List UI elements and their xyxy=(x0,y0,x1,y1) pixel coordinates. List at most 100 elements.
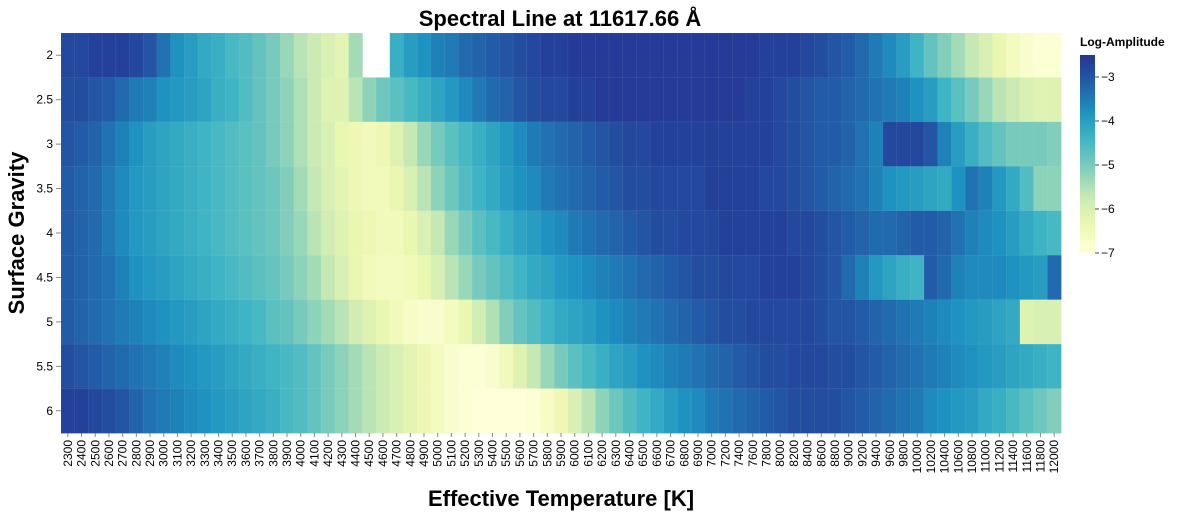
heatmap-cell[interactable] xyxy=(430,32,446,79)
heatmap-cell[interactable] xyxy=(690,77,706,123)
heatmap-cell[interactable] xyxy=(800,121,816,167)
heatmap-cell[interactable] xyxy=(348,388,364,434)
heatmap-cell[interactable] xyxy=(1019,166,1035,212)
heatmap-cell[interactable] xyxy=(978,32,994,79)
heatmap-cell[interactable] xyxy=(211,254,227,301)
heatmap-cell[interactable] xyxy=(595,210,610,256)
heatmap-cell[interactable] xyxy=(156,388,172,434)
heatmap-cell[interactable] xyxy=(622,121,637,167)
heatmap-cell[interactable] xyxy=(389,299,405,345)
heatmap-cell[interactable] xyxy=(416,343,432,390)
heatmap-cell[interactable] xyxy=(718,254,733,301)
heatmap-cell[interactable] xyxy=(827,77,843,123)
heatmap-cell[interactable] xyxy=(211,121,227,167)
heatmap-cell[interactable] xyxy=(718,210,733,256)
heatmap-cell[interactable] xyxy=(567,299,583,345)
heatmap-cell[interactable] xyxy=(512,32,528,79)
heatmap-cell[interactable] xyxy=(855,388,870,434)
heatmap-cell[interactable] xyxy=(129,121,144,167)
heatmap-cell[interactable] xyxy=(307,32,322,79)
heatmap-cell[interactable] xyxy=(225,166,240,212)
heatmap-cell[interactable] xyxy=(74,166,90,212)
heatmap-cell[interactable] xyxy=(841,388,857,434)
heatmap-cell[interactable] xyxy=(101,32,117,79)
heatmap-cell[interactable] xyxy=(937,210,953,256)
heatmap-cell[interactable] xyxy=(74,121,90,167)
heatmap-cell[interactable] xyxy=(567,343,583,390)
heatmap-cell[interactable] xyxy=(677,166,692,212)
heatmap-cell[interactable] xyxy=(855,299,870,345)
heatmap-cell[interactable] xyxy=(923,77,939,123)
heatmap-cell[interactable] xyxy=(1019,254,1035,301)
heatmap-cell[interactable] xyxy=(389,388,405,434)
heatmap-cell[interactable] xyxy=(156,299,172,345)
heatmap-cell[interactable] xyxy=(827,343,843,390)
heatmap-cell[interactable] xyxy=(389,343,405,390)
heatmap-cell[interactable] xyxy=(88,77,103,123)
heatmap-cell[interactable] xyxy=(992,210,1007,256)
heatmap-cell[interactable] xyxy=(129,343,144,390)
heatmap-cell[interactable] xyxy=(937,343,953,390)
heatmap-cell[interactable] xyxy=(512,343,528,390)
heatmap-cell[interactable] xyxy=(512,166,528,212)
heatmap-cell[interactable] xyxy=(129,254,144,301)
heatmap-cell[interactable] xyxy=(814,166,829,212)
heatmap-cell[interactable] xyxy=(184,254,199,301)
heatmap-cell[interactable] xyxy=(951,254,966,301)
heatmap-cell[interactable] xyxy=(608,299,624,345)
heatmap-cell[interactable] xyxy=(964,388,980,434)
heatmap-cell[interactable] xyxy=(266,77,281,123)
heatmap-cell[interactable] xyxy=(430,210,446,256)
heatmap-cell[interactable] xyxy=(636,343,651,390)
heatmap-cell[interactable] xyxy=(841,299,857,345)
heatmap-cell[interactable] xyxy=(197,299,213,345)
heatmap-cell[interactable] xyxy=(430,388,446,434)
heatmap-cell[interactable] xyxy=(1005,388,1021,434)
heatmap-cell[interactable] xyxy=(759,210,774,256)
heatmap-cell[interactable] xyxy=(184,343,199,390)
heatmap-cell[interactable] xyxy=(992,343,1007,390)
heatmap-cell[interactable] xyxy=(827,254,843,301)
heatmap-cell[interactable] xyxy=(636,166,651,212)
heatmap-cell[interactable] xyxy=(882,343,898,390)
heatmap-cell[interactable] xyxy=(731,77,747,123)
heatmap-cell[interactable] xyxy=(526,121,542,167)
heatmap-cell[interactable] xyxy=(170,254,185,301)
heatmap-cell[interactable] xyxy=(745,32,761,79)
heatmap-cell[interactable] xyxy=(485,343,501,390)
heatmap-cell[interactable] xyxy=(444,121,459,167)
heatmap-cell[interactable] xyxy=(266,121,281,167)
heatmap-cell[interactable] xyxy=(636,388,651,434)
heatmap-cell[interactable] xyxy=(526,210,542,256)
heatmap-cell[interactable] xyxy=(279,121,295,167)
heatmap-cell[interactable] xyxy=(951,388,966,434)
heatmap-cell[interactable] xyxy=(334,166,350,212)
heatmap-cell[interactable] xyxy=(773,388,788,434)
heatmap-cell[interactable] xyxy=(485,254,501,301)
heatmap-cell[interactable] xyxy=(1047,299,1062,345)
heatmap-cell[interactable] xyxy=(581,388,596,434)
heatmap-cell[interactable] xyxy=(142,166,158,212)
heatmap-cell[interactable] xyxy=(581,121,596,167)
heatmap-cell[interactable] xyxy=(1033,299,1048,345)
heatmap-cell[interactable] xyxy=(471,32,487,79)
heatmap-cell[interactable] xyxy=(663,166,679,212)
heatmap-cell[interactable] xyxy=(937,121,953,167)
heatmap-cell[interactable] xyxy=(471,121,487,167)
heatmap-cell[interactable] xyxy=(526,32,542,79)
heatmap-cell[interactable] xyxy=(718,299,733,345)
heatmap-cell[interactable] xyxy=(458,77,473,123)
heatmap-cell[interactable] xyxy=(403,121,418,167)
heatmap-cell[interactable] xyxy=(526,254,542,301)
heatmap-cell[interactable] xyxy=(567,166,583,212)
heatmap-cell[interactable] xyxy=(129,388,144,434)
heatmap-cell[interactable] xyxy=(142,210,158,256)
heatmap-cell[interactable] xyxy=(444,166,459,212)
heatmap-cell[interactable] xyxy=(663,343,679,390)
heatmap-cell[interactable] xyxy=(225,210,240,256)
heatmap-cell[interactable] xyxy=(910,210,925,256)
heatmap-cell[interactable] xyxy=(266,388,281,434)
heatmap-cell[interactable] xyxy=(1005,166,1021,212)
heatmap-cell[interactable] xyxy=(704,77,720,123)
heatmap-cell[interactable] xyxy=(74,254,90,301)
